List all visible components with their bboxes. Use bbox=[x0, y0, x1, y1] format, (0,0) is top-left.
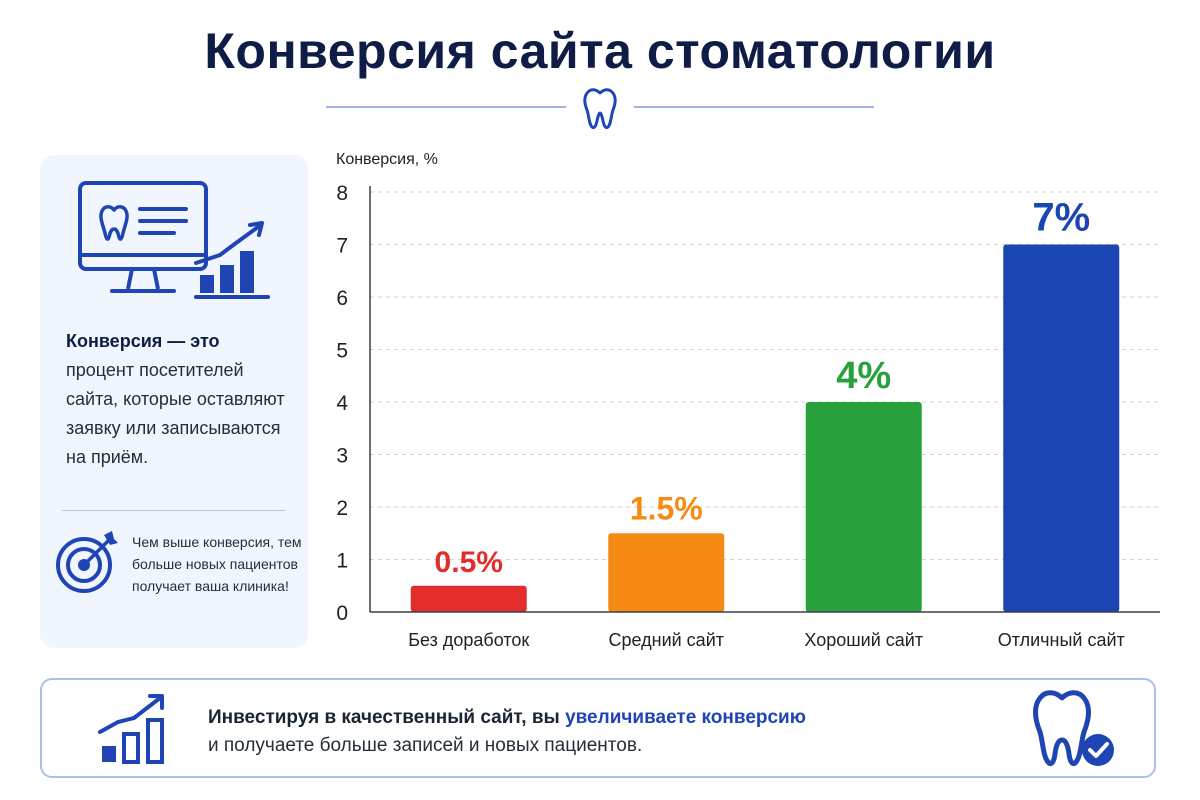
y-tick-label: 7 bbox=[336, 235, 348, 258]
tooth-icon bbox=[583, 88, 617, 130]
page-title: Конверсия сайта стоматологии bbox=[204, 23, 996, 79]
title-divider-left bbox=[326, 106, 566, 108]
x-axis-categories: Без доработок Средний сайт Хороший сайт Отл… bbox=[408, 630, 1125, 650]
x-tick-label: Средний сайт bbox=[609, 630, 725, 650]
y-tick-label: 0 bbox=[336, 602, 348, 625]
y-tick-label: 2 bbox=[336, 497, 348, 520]
footer-text-rest: и получаете больше записей и новых пацие… bbox=[208, 735, 643, 756]
data-label: 7% bbox=[1032, 196, 1090, 240]
y-tick-label: 3 bbox=[336, 445, 348, 468]
data-label: 1.5% bbox=[630, 490, 703, 526]
footer-text-accent: увеличиваете конверсию bbox=[565, 707, 806, 728]
data-label: 4% bbox=[836, 355, 891, 397]
footer-message: Инвестируя в качественный сайт, вы увели… bbox=[208, 704, 806, 760]
title-divider-right bbox=[634, 106, 874, 108]
target-arrow-icon bbox=[56, 531, 118, 593]
monitor-growth-icon bbox=[78, 181, 270, 299]
definition-body: процент посетителей сайта, которые остав… bbox=[66, 360, 285, 467]
tooth-check-icon bbox=[1032, 690, 1114, 767]
conversion-bar-chart: Конверсия, % 0 1 2 3 4 5 6 7 8 0.5% 1.5% 4% 7% Без … bbox=[336, 151, 1160, 650]
definition-card: Конверсия — это процент посетителей сайт… bbox=[40, 155, 308, 648]
definition-text-block: Конверсия — это процент посетителей сайт… bbox=[66, 327, 296, 472]
x-tick-label: Хороший сайт bbox=[804, 630, 923, 650]
bar bbox=[410, 585, 527, 612]
growth-chart-icon bbox=[98, 694, 164, 764]
y-axis-label: Конверсия, % bbox=[336, 151, 438, 168]
bar bbox=[1003, 244, 1120, 612]
y-axis-ticks: 0 1 2 3 4 5 6 7 8 bbox=[336, 182, 348, 625]
x-tick-label: Отличный сайт bbox=[998, 630, 1125, 650]
y-tick-label: 5 bbox=[336, 340, 348, 363]
value-labels: 0.5% 1.5% 4% 7% bbox=[435, 196, 1091, 579]
bar bbox=[608, 533, 725, 612]
sidebar-divider bbox=[62, 510, 286, 511]
footer-callout: Инвестируя в качественный сайт, вы увели… bbox=[40, 678, 1156, 778]
footer-text-bold: Инвестируя в качественный сайт, вы bbox=[208, 707, 560, 728]
y-tick-label: 8 bbox=[336, 182, 348, 205]
sidebar-note: Чем выше конверсия, тем больше новых пац… bbox=[132, 534, 302, 594]
y-tick-label: 6 bbox=[336, 287, 348, 310]
bar bbox=[805, 402, 922, 612]
y-tick-label: 1 bbox=[336, 550, 348, 573]
bars bbox=[410, 244, 1120, 612]
y-tick-label: 4 bbox=[336, 392, 348, 415]
x-tick-label: Без доработок bbox=[408, 630, 529, 650]
definition-term: Конверсия — это bbox=[66, 331, 220, 351]
data-label: 0.5% bbox=[435, 546, 503, 579]
